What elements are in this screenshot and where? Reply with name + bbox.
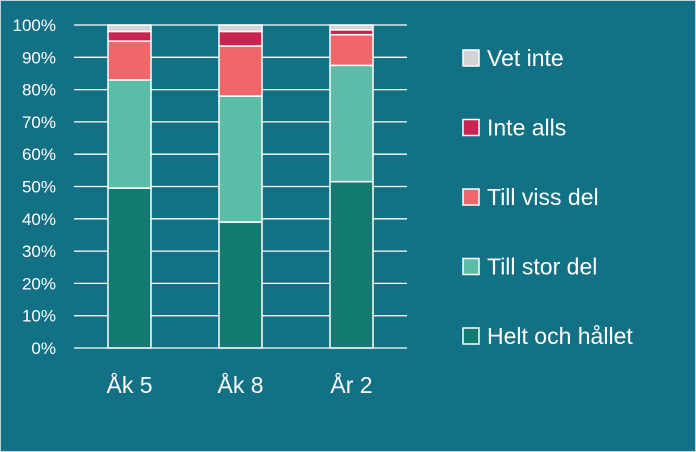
legend-swatch [462, 118, 480, 137]
bar-segment [107, 30, 152, 42]
y-tick-label: 40% [22, 210, 56, 229]
legend-swatch [462, 188, 480, 206]
x-category-label: Åk 8 [217, 371, 263, 398]
x-category-label: Åk 5 [106, 371, 152, 398]
y-tick-label: 70% [22, 113, 56, 132]
bar-segment [329, 24, 374, 31]
legend-label: Till viss del [487, 184, 599, 210]
y-tick-label: 30% [22, 242, 56, 261]
bar-segment [218, 30, 263, 47]
bar-segment [107, 40, 152, 81]
bar-segment [218, 95, 263, 223]
legend-label: Helt och hållet [487, 323, 633, 349]
bar-segment [329, 64, 374, 183]
bar-segment [329, 180, 374, 349]
bar-segment [107, 79, 152, 189]
bar-segment [218, 45, 263, 97]
legend-label: Vet inte [487, 45, 564, 71]
bar-segment [107, 24, 152, 33]
y-tick-label: 90% [22, 48, 56, 67]
legend-label: Till stor del [487, 254, 597, 280]
bar-segment [107, 187, 152, 349]
y-tick-label: 10% [22, 307, 56, 326]
legend-swatch [462, 257, 480, 276]
legend-label: Inte alls [487, 115, 566, 141]
y-tick-label: 100% [13, 16, 56, 35]
y-tick-label: 0% [31, 339, 56, 358]
legend-swatch [462, 327, 480, 345]
bar-segment [218, 221, 263, 349]
x-category-label: År 2 [330, 371, 372, 398]
legend-swatch [462, 49, 480, 67]
y-tick-label: 50% [22, 178, 56, 197]
y-tick-label: 80% [22, 81, 56, 100]
bar-segment [329, 33, 374, 67]
y-tick-label: 60% [22, 145, 56, 164]
bar-segment [218, 24, 263, 33]
y-tick-label: 20% [22, 274, 56, 293]
